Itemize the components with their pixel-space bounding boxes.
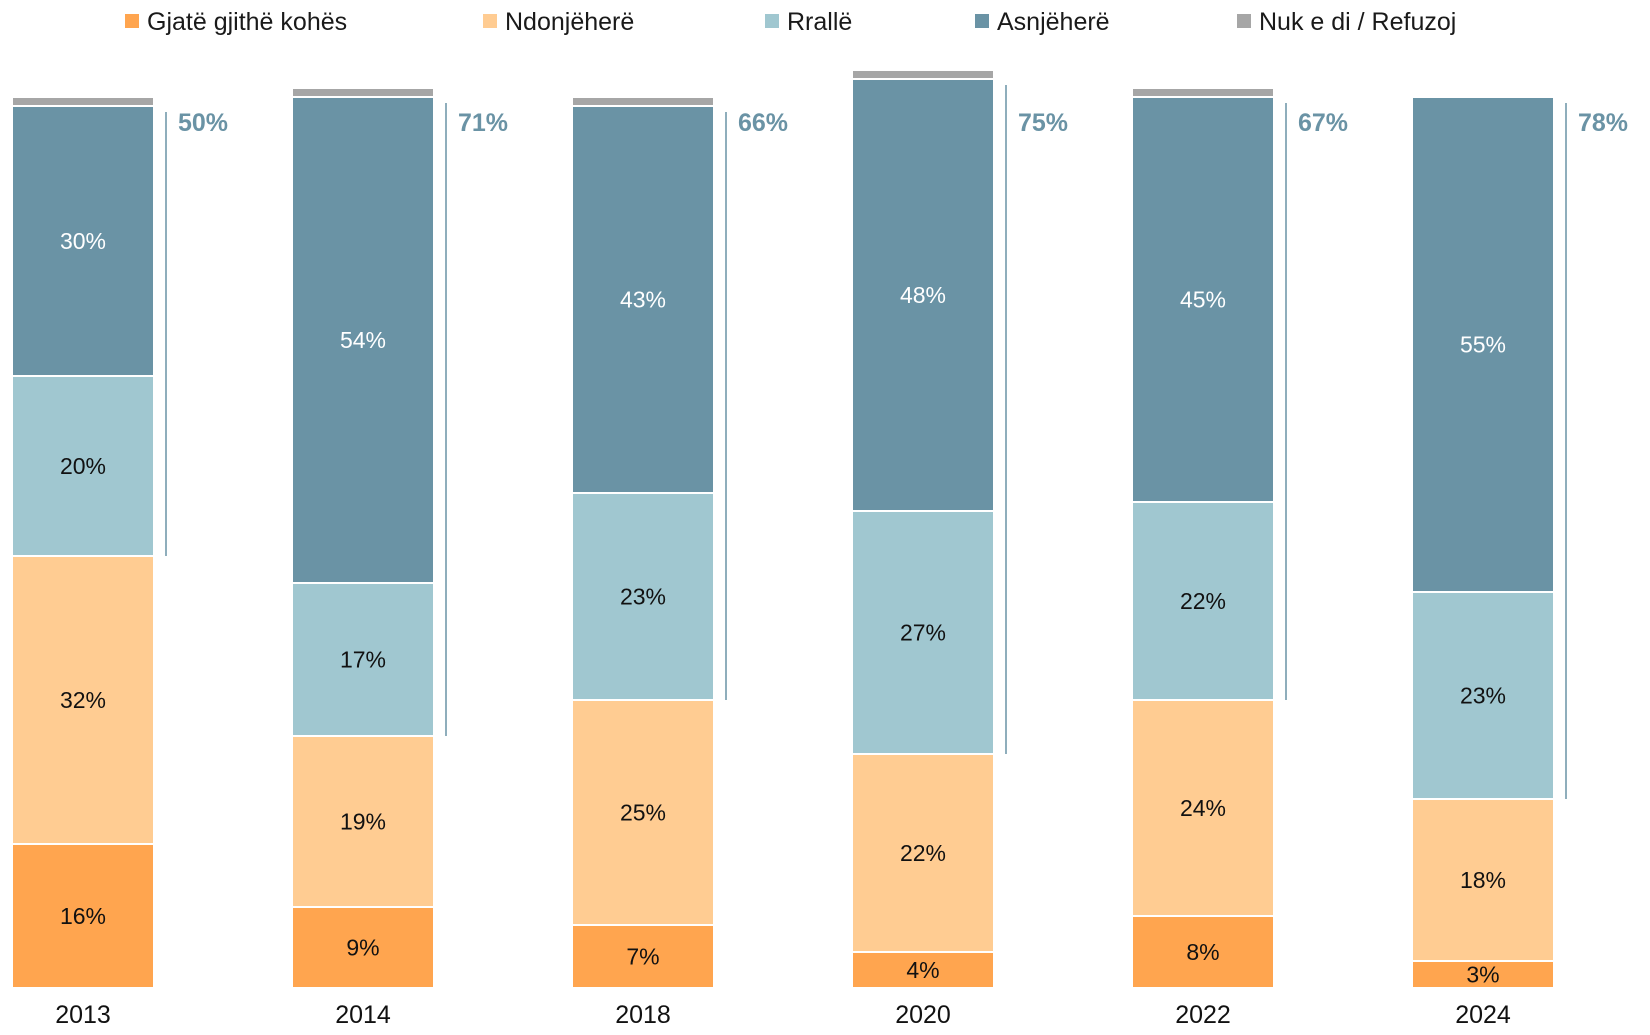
- data-label-2024-series-1: 18%: [1460, 867, 1506, 893]
- legend-swatch-4: [1237, 14, 1251, 28]
- bar-2022-series-3: [1131, 96, 1275, 503]
- bar-2024-series-3: [1411, 96, 1555, 593]
- data-label-2018-series-0: 7%: [626, 944, 659, 970]
- data-label-2022-series-1: 24%: [1180, 795, 1226, 821]
- legend-label-3: Asnjëherë: [997, 8, 1110, 36]
- total-brackets: 50% 71% 66% 75% 67% 78%: [165, 85, 1628, 799]
- legend-label-2: Rrallë: [787, 8, 852, 36]
- category-label-2024: 2024: [1455, 1001, 1511, 1029]
- data-label-2014-series-3: 54%: [340, 327, 386, 353]
- total-label-2024: 78%: [1578, 109, 1628, 137]
- bar-2020-series-3: [851, 78, 995, 512]
- category-label-2013: 2013: [55, 1001, 111, 1029]
- data-label-2014-series-0: 9%: [346, 935, 379, 961]
- bar-2013-series-4: [11, 96, 155, 107]
- legend-swatch-3: [975, 14, 989, 28]
- category-label-2014: 2014: [335, 1001, 391, 1029]
- total-label-2018: 66%: [738, 109, 788, 137]
- category-label-2018: 2018: [615, 1001, 671, 1029]
- legend-label-4: Nuk e di / Refuzoj: [1259, 8, 1456, 36]
- total-label-2022: 67%: [1298, 109, 1348, 137]
- data-label-2022-series-3: 45%: [1180, 287, 1226, 313]
- data-label-2020-series-2: 27%: [900, 620, 946, 646]
- data-label-2022-series-0: 8%: [1186, 939, 1219, 965]
- legend-swatch-1: [483, 14, 497, 28]
- data-label-2018-series-2: 23%: [620, 584, 666, 610]
- bar-2020-series-0: [851, 951, 995, 989]
- bar-2018-series-2: [571, 492, 715, 701]
- legend-swatch-0: [125, 14, 139, 28]
- legend-label-0: Gjatë gjithë kohës: [147, 8, 347, 36]
- data-label-2020-series-3: 48%: [900, 282, 946, 308]
- bar-2020-series-4: [851, 69, 995, 80]
- data-label-2013-series-3: 30%: [60, 228, 106, 254]
- data-label-2024-series-0: 3%: [1466, 962, 1499, 988]
- bar-2018-series-4: [571, 96, 715, 107]
- data-label-2020-series-1: 22%: [900, 840, 946, 866]
- total-label-2014: 71%: [458, 109, 508, 137]
- data-label-2013-series-0: 16%: [60, 903, 106, 929]
- bar-2022-series-4: [1131, 87, 1275, 98]
- category-label-2022: 2022: [1175, 1001, 1231, 1029]
- bar-2013-series-3: [11, 105, 155, 377]
- bars: 16% 32% 20% 30% 9% 19% 17% 54% 7% 25% 23% 43% 4% 22% 2…: [11, 69, 1555, 989]
- total-label-2013: 50%: [178, 109, 228, 137]
- bar-2018-series-3: [571, 105, 715, 494]
- total-label-2020: 75%: [1018, 109, 1068, 137]
- data-label-2020-series-0: 4%: [906, 957, 939, 983]
- data-label-2013-series-1: 32%: [60, 687, 106, 713]
- bar-2020-series-2: [851, 510, 995, 755]
- bar-2014-series-2: [291, 582, 435, 737]
- bar-2022-series-1: [1131, 699, 1275, 917]
- legend: Gjatë gjithë kohës Ndonjëherë Rrallë Asnjëh…: [125, 8, 1456, 36]
- bar-2014-series-4: [291, 87, 435, 98]
- data-label-2014-series-2: 17%: [340, 647, 386, 673]
- bar-2014-series-3: [291, 96, 435, 584]
- category-axis: 2013 2014 2018 2020 2022 2024: [55, 1001, 1511, 1029]
- data-label-2024-series-3: 55%: [1460, 332, 1506, 358]
- bar-2022-series-0: [1131, 915, 1275, 989]
- bar-2024-series-2: [1411, 591, 1555, 800]
- bar-2018-series-1: [571, 699, 715, 926]
- legend-swatch-2: [765, 14, 779, 28]
- data-label-2013-series-2: 20%: [60, 453, 106, 479]
- data-label-2018-series-3: 43%: [620, 287, 666, 313]
- bar-2022-series-2: [1131, 501, 1275, 701]
- data-label-2018-series-1: 25%: [620, 800, 666, 826]
- bar-2013-series-0: [11, 843, 155, 989]
- data-label-2024-series-2: 23%: [1460, 683, 1506, 709]
- data-label-2014-series-1: 19%: [340, 809, 386, 835]
- category-label-2020: 2020: [895, 1001, 951, 1029]
- data-label-2022-series-2: 22%: [1180, 588, 1226, 614]
- legend-label-1: Ndonjëherë: [505, 8, 634, 36]
- bar-2014-series-1: [291, 735, 435, 908]
- bar-2018-series-0: [571, 924, 715, 989]
- bar-2014-series-0: [291, 906, 435, 989]
- bar-2013-series-1: [11, 555, 155, 845]
